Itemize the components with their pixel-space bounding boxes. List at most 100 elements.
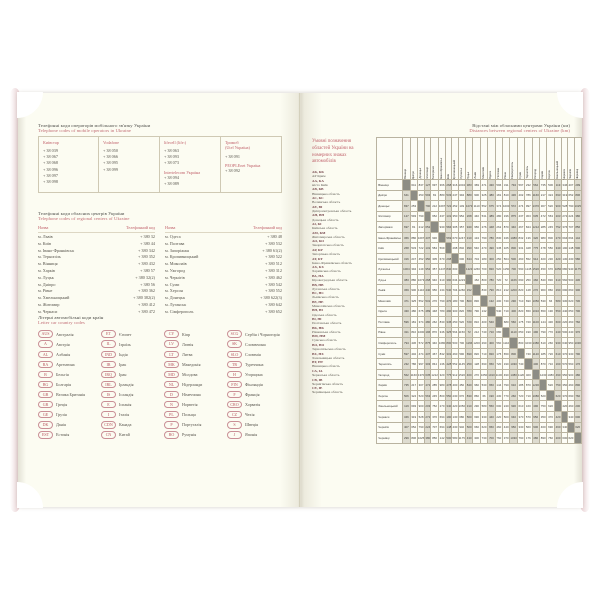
country-code-row: LT Литва [164, 349, 222, 359]
matrix-distance-cell: 820 [487, 263, 496, 275]
matrix-distance-cell: 430 [402, 305, 411, 318]
matrix-diagonal-cell [573, 432, 582, 444]
country-name-label: Канада [119, 422, 132, 428]
country-code-badge: E [101, 401, 116, 409]
matrix-distance-cell: 790 [501, 379, 511, 391]
matrix-distance-cell: 520 [546, 379, 555, 391]
matrix-row-header: Рівне [375, 326, 404, 339]
matrix-distance-cell: 490 [531, 400, 540, 413]
matrix-column-header-label: Одеса [488, 170, 493, 179]
country-code-badge: SLO [227, 350, 242, 358]
matrix-distance-cell: 346 [501, 231, 511, 244]
regional-codes-row: м. Кропивницький + 380 522 [165, 254, 282, 261]
matrix-diagonal-cell [437, 231, 447, 244]
matrix-distance-cell: 299 [402, 432, 411, 444]
matrix-distance-cell: 593 [409, 210, 418, 223]
matrix-distance-cell: 310 [437, 273, 447, 286]
matrix-distance-cell: 290 [479, 337, 489, 349]
matrix-distance-cell: 500 [501, 411, 511, 423]
matrix-distance-cell: 460 [516, 252, 526, 265]
matrix-distance-cell: 830 [494, 231, 503, 244]
country-code-row: AL Албанія [38, 349, 96, 359]
matrix-distance-cell: 1520 [457, 368, 466, 381]
matrix-distance-cell: 700 [457, 337, 466, 349]
matrix-distance-cell: 160 [524, 400, 533, 413]
matrix-diagonal-cell [416, 200, 426, 212]
country-code-badge: LV [164, 340, 179, 348]
matrix-distance-cell: 127 [402, 210, 411, 223]
country-name-label: Іспанія [119, 402, 132, 408]
legend-item: ВМ, НМ Сумська область [312, 334, 370, 342]
matrix-distance-cell: 380 [573, 210, 582, 223]
matrix-column-header: Рівне [501, 137, 511, 180]
matrix-row: Чернігів 407 652 790 224 707 694 148 430 940 500 66… [375, 421, 582, 434]
matrix-distance-cell: 786 [409, 358, 418, 370]
matrix-distance-cell: 430 [573, 273, 582, 286]
matrix-distance-cell: 400 [538, 252, 548, 265]
matrix-column-header: Одеса [487, 137, 496, 180]
matrix-distance-cell: 540 [472, 242, 481, 254]
matrix-column-header: Запоріжжя [430, 137, 439, 180]
matrix-distance-cell: 610 [516, 400, 526, 413]
matrix-distance-cell: 307 [416, 379, 426, 391]
country-code-badge: RA [38, 360, 53, 369]
matrix-row: Черкаси 346 319 528 272 376 694 190 130 680 560 690… [375, 411, 582, 423]
regional-codes-column: Назва Телефонний код м. Львів + 380 32 м. Ки… [38, 225, 155, 316]
legend-item-plate-code: СВ, ІВ [312, 377, 323, 382]
matrix-distance-cell: 448 [430, 305, 439, 318]
legend-item: ВК, НК Рівненська область [312, 326, 370, 334]
matrix-distance-cell: 775 [531, 242, 540, 254]
matrix-distance-cell: 997 [416, 358, 426, 370]
matrix-distance-cell: 956 [472, 221, 481, 233]
country-code-row: LV Латвія [164, 339, 222, 349]
country-name-label: Румунія [182, 432, 197, 438]
matrix-column-header: Вінниця [402, 137, 411, 180]
matrix-distance-cell: 710 [487, 326, 496, 339]
matrix-row-header: Одеса [375, 305, 404, 318]
matrix-distance-cell: 760 [573, 316, 582, 328]
regional-city-name: м. Сімферополь [165, 308, 194, 314]
matrix-distance-cell: 844 [430, 358, 439, 370]
matrix-distance-cell: 142 [573, 231, 582, 244]
regional-city-code: + 380 552 [264, 288, 282, 294]
matrix-distance-cell: 390 [464, 242, 474, 254]
regional-city-name: м. Хмельницький [38, 295, 70, 301]
matrix-distance-cell: 268 [402, 242, 411, 254]
matrix-distance-cell: 820 [487, 347, 496, 360]
regional-codes-row: м. Ужгород + 380 312 [165, 268, 282, 275]
matrix-distance-cell: 175 [494, 347, 503, 360]
country-code-row: H Угорщина [227, 369, 285, 379]
matrix-distance-cell: 149 [416, 263, 426, 275]
matrix-distance-cell: 837 [416, 179, 426, 191]
left-page-edge-shadow [18, 93, 26, 507]
regional-city-code: + 380 532 [264, 240, 282, 246]
regional-codes-row: м. Миколаїв + 380 512 [165, 261, 282, 268]
country-code-row: MD Молдова [164, 369, 222, 379]
matrix-column-header-label: Чернівці [574, 168, 579, 179]
matrix-column-header: Херсон [546, 137, 555, 180]
country-name-label: Македонія [182, 361, 201, 367]
country-code-row: ET Єгипет [101, 329, 159, 339]
country-name-label: Австралія [56, 331, 74, 337]
matrix-column-header-label: Луцьк [465, 171, 470, 179]
mobile-operator-extra-number: + 38 092 [225, 167, 240, 173]
country-code-badge: ET [101, 330, 116, 338]
matrix-distance-cell: 597 [516, 179, 526, 191]
matrix-distance-cell: 580 [553, 295, 563, 307]
matrix-distance-cell: 357 [457, 221, 466, 233]
matrix-distance-cell: 217 [538, 189, 548, 202]
matrix-distance-cell: 478 [538, 242, 548, 254]
country-codes-column: ET Єгипет IL Ізраїль IND Індія IR Ірак IRQ Іран IR… [101, 329, 159, 440]
country-name-label: Угорщина [245, 371, 263, 377]
matrix-distance-cell: 472 [538, 210, 548, 223]
matrix-distance-cell: 700 [487, 432, 496, 444]
legend-item-plate-code: СА, ІА [312, 368, 323, 373]
matrix-distance-cell: 230 [546, 252, 555, 265]
matrix-distance-cell: 340 [553, 242, 563, 254]
matrix-distance-cell: 285 [430, 379, 439, 391]
legend-item-region-name: Дніпропетровська область [312, 208, 352, 213]
matrix-distance-cell: 820 [516, 284, 526, 296]
matrix-distance-cell: 340 [509, 221, 518, 233]
country-code-badge: CDN [101, 421, 116, 429]
matrix-distance-cell: 260 [546, 337, 555, 349]
